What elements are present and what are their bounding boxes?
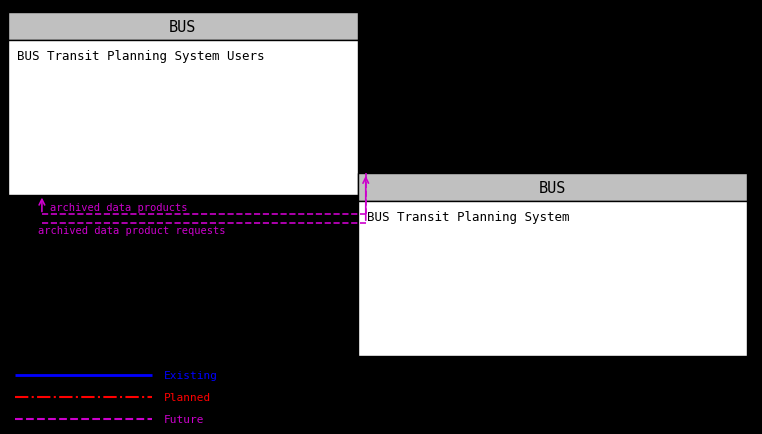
Text: archived data product requests: archived data product requests — [38, 226, 226, 236]
Text: Future: Future — [164, 414, 204, 424]
Bar — [8, 41, 358, 195]
Text: Planned: Planned — [164, 392, 211, 402]
Bar — [358, 202, 747, 356]
Text: BUS: BUS — [539, 180, 566, 195]
Text: BUS Transit Planning System: BUS Transit Planning System — [367, 210, 570, 224]
Text: BUS Transit Planning System Users: BUS Transit Planning System Users — [17, 50, 264, 63]
Text: BUS: BUS — [169, 20, 197, 35]
Bar — [358, 174, 747, 202]
Bar — [8, 13, 358, 41]
Text: Existing: Existing — [164, 371, 218, 380]
Text: archived data products: archived data products — [50, 203, 187, 213]
